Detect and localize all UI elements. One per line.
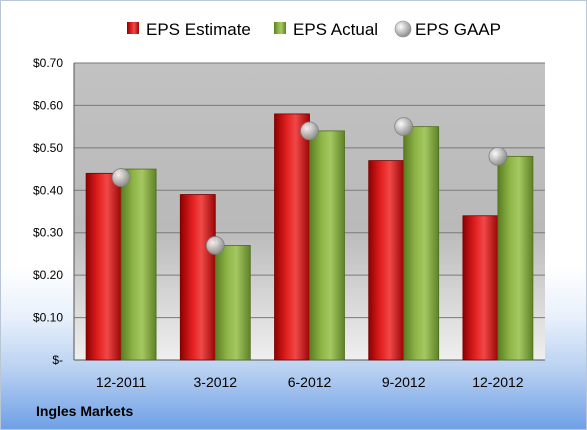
y-tick-label: $0.30 (33, 226, 63, 240)
eps-actual-bar (403, 126, 440, 361)
legend: EPS Estimate EPS Actual EPS GAAP (127, 20, 501, 39)
gaap-markers (111, 117, 508, 255)
x-tick-label: 12-2011 (96, 374, 147, 390)
eps-estimate-bar (85, 172, 122, 361)
eps-estimate-bar (179, 194, 216, 361)
company-name: Ingles Markets (36, 403, 134, 419)
eps-actual-bar (497, 155, 534, 361)
x-tick-label: 3-2012 (194, 374, 238, 390)
y-tick-label: $0.40 (33, 183, 63, 197)
x-tick-label: 6-2012 (288, 374, 332, 390)
x-tick-label: 9-2012 (382, 374, 426, 390)
axes: $- $0.10 $0.20 $0.30 $0.40 $0.50 $0.60 $0.70 12-… (33, 56, 545, 390)
bars (85, 113, 534, 361)
legend-label: EPS GAAP (415, 20, 501, 39)
eps-estimate-bar (274, 113, 310, 361)
x-tick-label: 12-2012 (472, 374, 524, 390)
y-tick-label: $0.10 (33, 311, 63, 325)
eps-gaap-marker (205, 236, 225, 255)
y-tick-label: $0.70 (33, 56, 63, 70)
legend-label: EPS Estimate (146, 20, 251, 39)
eps-gaap-marker (488, 146, 508, 166)
legend-swatch (394, 20, 412, 38)
eps-actual-bar (309, 130, 345, 361)
eps-gaap-marker (300, 121, 319, 141)
y-tick-label: $- (52, 353, 63, 367)
legend-label: EPS Actual (293, 20, 378, 39)
eps-estimate-bar (462, 215, 499, 361)
eps-actual-bar (214, 245, 251, 361)
eps-actual-bar (120, 168, 157, 361)
eps-gaap-marker (111, 168, 131, 187)
legend-item-estimate: EPS Estimate (127, 20, 251, 39)
legend-item-actual: EPS Actual (274, 20, 378, 39)
legend-item-gaap: EPS GAAP (394, 20, 501, 39)
y-tick-label: $0.50 (33, 141, 63, 155)
eps-estimate-bar (368, 160, 405, 361)
eps-gaap-marker (394, 117, 414, 137)
legend-swatch (274, 22, 286, 34)
y-tick-label: $0.20 (33, 268, 63, 282)
legend-swatch (127, 22, 139, 34)
y-tick-label: $0.60 (33, 98, 63, 112)
